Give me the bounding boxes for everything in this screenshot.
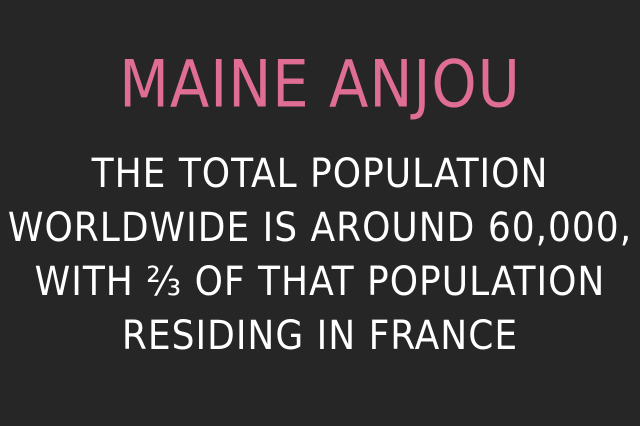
body-line-4: RESIDING IN FRANCE (121, 313, 519, 359)
card-body: THE TOTAL POPULATION WORLDWIDE IS AROUND… (0, 147, 640, 363)
body-line-3: WITH ⅔ OF THAT POPULATION (34, 259, 606, 305)
body-line-2: WORLDWIDE IS AROUND 60,000, (7, 205, 633, 251)
card-title: MAINE ANJOU (119, 47, 521, 123)
body-line-1: THE TOTAL POPULATION (91, 151, 549, 197)
